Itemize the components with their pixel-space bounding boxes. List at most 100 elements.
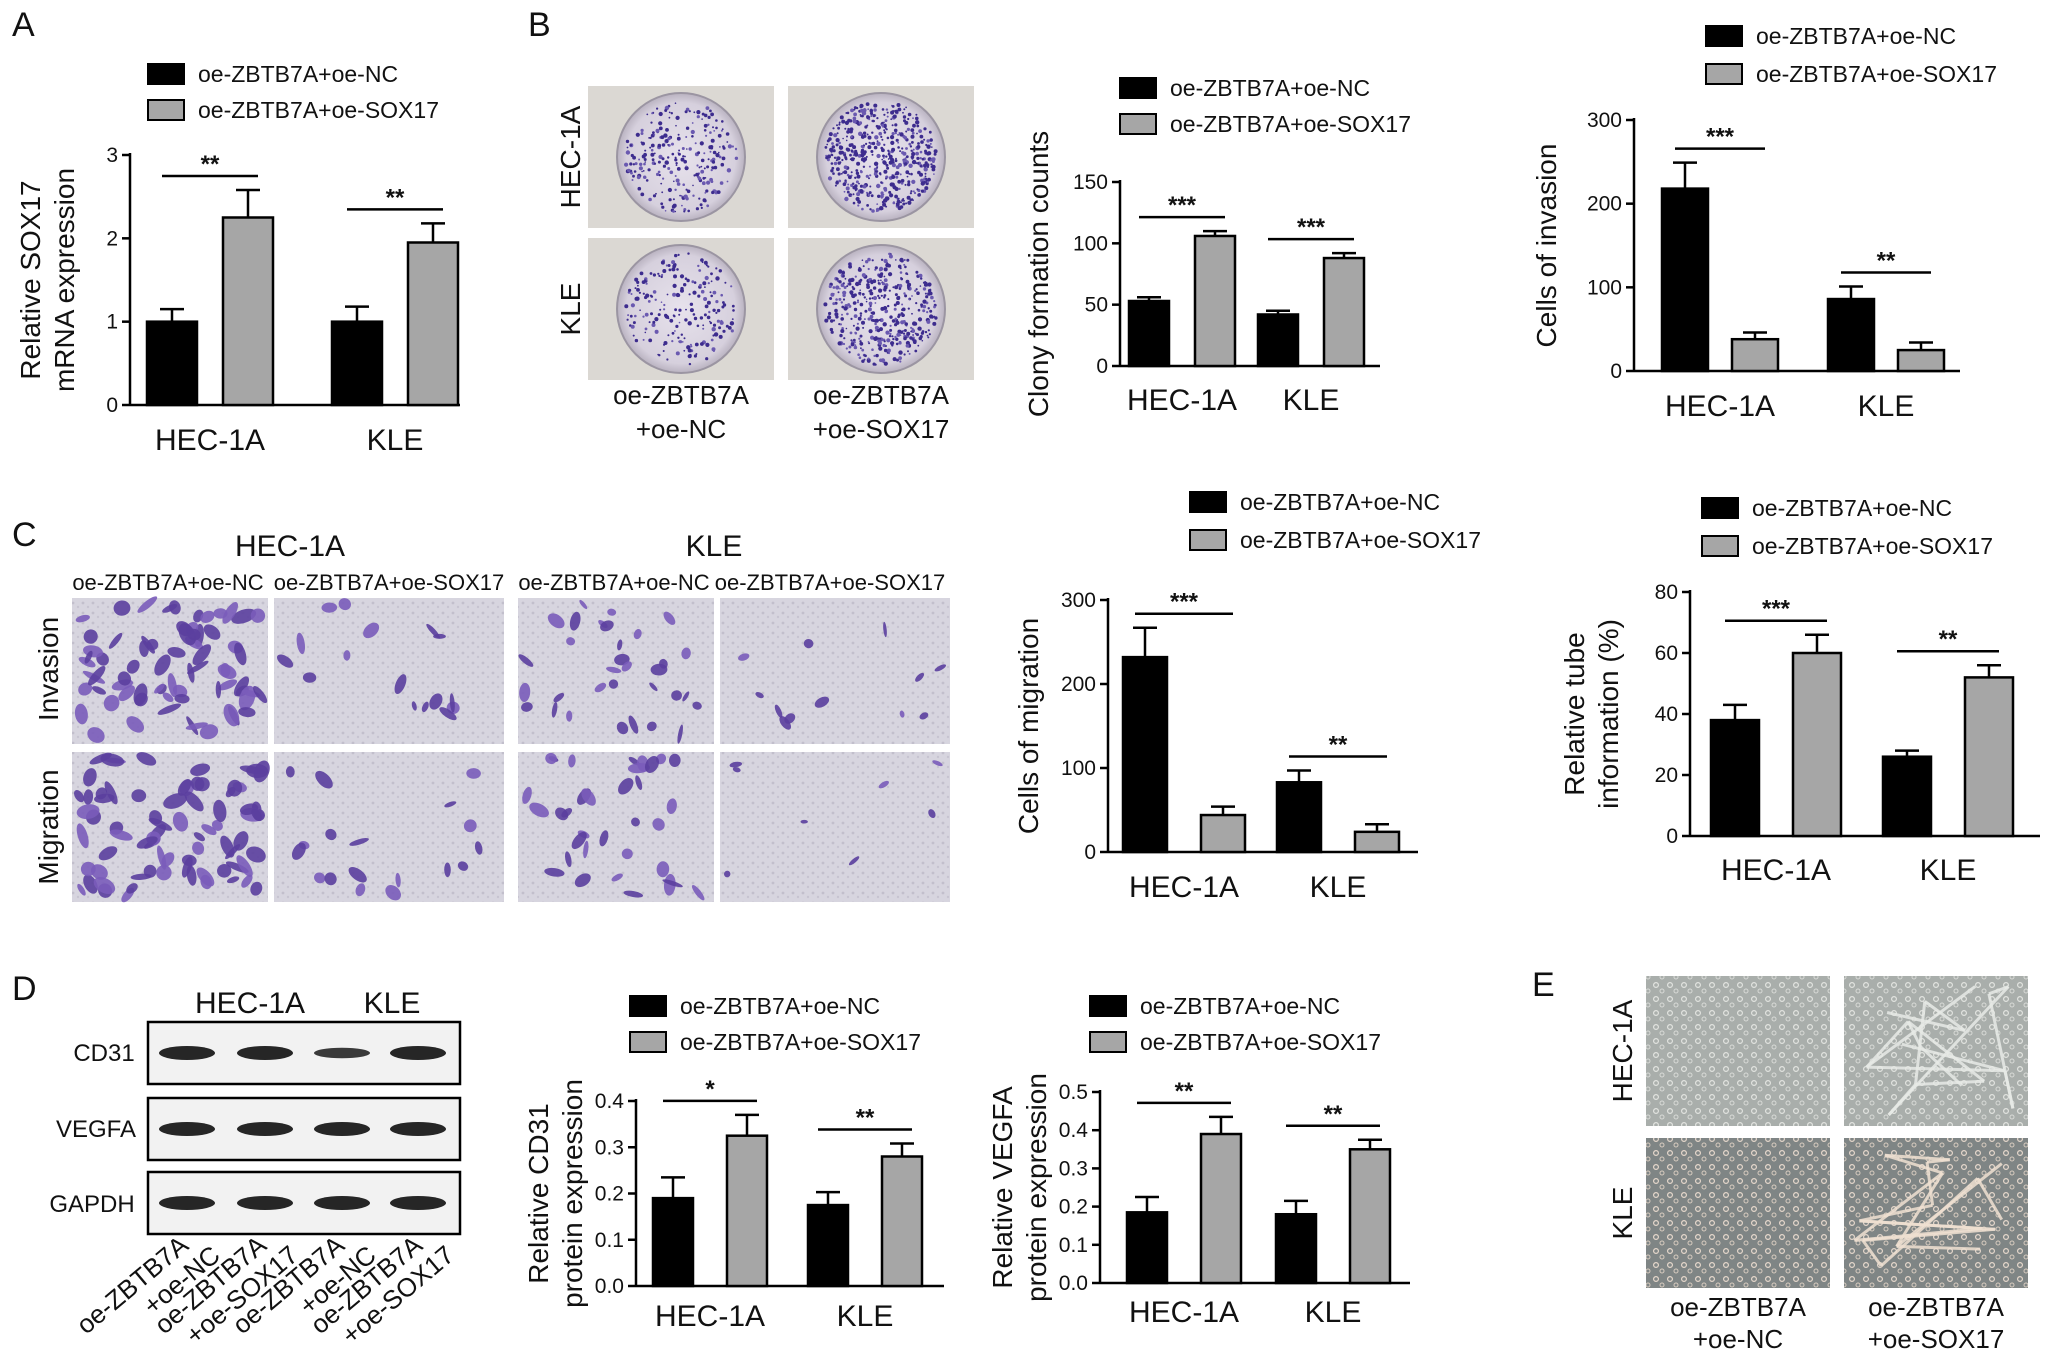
- tube-segment: [1895, 1172, 1944, 1248]
- colony-dot: [838, 280, 842, 284]
- colony-dot: [881, 108, 885, 111]
- colony-dot: [871, 259, 874, 262]
- western-blot: [146, 1020, 462, 1236]
- stained-cell: [161, 852, 175, 867]
- colony-dot: [692, 194, 695, 197]
- transwell-header-kle: KLE: [686, 530, 743, 563]
- colony-dot: [919, 285, 922, 287]
- colony-dot: [703, 313, 707, 317]
- colony-dot: [664, 141, 667, 144]
- stained-cell: [429, 693, 443, 710]
- colony-dot: [857, 267, 862, 272]
- colony-dot: [663, 341, 668, 345]
- colony-dot: [830, 153, 834, 157]
- colony-dot: [648, 137, 650, 139]
- colony-dot: [644, 331, 647, 334]
- bar-sox17-hec-1a: [1791, 651, 1843, 838]
- colony-dot: [876, 140, 879, 143]
- stained-cell: [934, 664, 947, 672]
- colony-dot: [868, 297, 872, 300]
- stained-cell: [163, 793, 187, 809]
- colony-dot: [869, 291, 874, 296]
- colony-dot: [903, 259, 906, 261]
- colony-dot: [878, 337, 882, 340]
- colony-dot: [834, 308, 838, 313]
- colony-dot: [894, 159, 898, 163]
- colony-dot: [869, 208, 872, 211]
- colony-dot: [706, 165, 710, 169]
- legend-label: oe-ZBTB7A+oe-SOX17: [680, 1029, 921, 1055]
- colony-dot: [885, 205, 888, 208]
- colony-dot: [697, 294, 701, 298]
- colony-dot: [836, 132, 839, 135]
- colony-dot: [684, 155, 686, 158]
- colony-dot: [868, 177, 870, 180]
- colony-dot: [900, 181, 904, 185]
- colony-dot: [868, 329, 873, 334]
- colony-dot: [852, 117, 856, 121]
- stained-cell: [463, 819, 477, 833]
- colony-dot: [712, 150, 717, 155]
- colony-dot: [712, 290, 717, 295]
- colony-dot: [852, 324, 855, 327]
- colony-dot: [897, 313, 901, 317]
- colony-dot: [916, 124, 920, 128]
- colony-dot: [657, 353, 660, 356]
- y-tick-label: 0: [1610, 360, 1622, 383]
- colony-dot: [667, 162, 669, 165]
- tube-segment: [1895, 1162, 2003, 1248]
- colony-dot: [929, 309, 933, 313]
- colony-dot: [896, 202, 900, 207]
- stained-cell: [77, 883, 86, 896]
- colony-dot: [836, 156, 841, 161]
- colony-dot: [695, 172, 699, 177]
- colony-dot: [865, 155, 868, 158]
- transwell-cells: [73, 752, 270, 903]
- colony-dot: [862, 165, 866, 168]
- colony-dots: [824, 102, 938, 213]
- colony-dot: [873, 172, 878, 176]
- colony-dot: [922, 299, 927, 304]
- colony-dot: [888, 252, 891, 256]
- colony-dot: [859, 341, 864, 346]
- transwell-sub: oe-ZBTB7A+oe-NC: [518, 570, 709, 595]
- colony-dot: [910, 172, 913, 176]
- stained-cell: [139, 640, 149, 657]
- colony-dot: [842, 342, 846, 346]
- colony-dot: [720, 162, 725, 167]
- colony-dot: [907, 112, 912, 117]
- stained-cell: [167, 647, 186, 658]
- colony-dot: [891, 132, 895, 136]
- colony-dot: [662, 177, 665, 180]
- stained-cell: [93, 876, 116, 895]
- colony-dot: [842, 271, 845, 274]
- colony-dot: [854, 176, 857, 179]
- significance-label: *: [705, 1076, 715, 1103]
- y-tick-label: 0.5: [1059, 1081, 1088, 1104]
- y-axis-label: Cells of migration: [1013, 618, 1044, 834]
- colony-dot: [858, 121, 863, 125]
- colony-dot: [881, 123, 885, 127]
- colony-dot: [634, 296, 639, 301]
- stained-cell: [355, 883, 366, 897]
- colony-dot: [835, 138, 840, 143]
- colony-dot: [877, 194, 881, 198]
- colony-dot: [690, 345, 693, 348]
- colony-dot: [846, 285, 849, 288]
- blot-band: [237, 1122, 293, 1136]
- colony-dot: [685, 126, 690, 130]
- colony-dot: [901, 313, 905, 318]
- colony-dot: [692, 290, 697, 295]
- colony-dot: [698, 166, 701, 169]
- colony-dot: [655, 192, 657, 195]
- x-tick-label: KLE: [837, 1300, 894, 1333]
- colony-dot: [716, 308, 721, 313]
- bar-nc-kle: [1275, 781, 1323, 854]
- colony-dot: [707, 265, 710, 268]
- stained-cell: [677, 724, 683, 744]
- colony-dot: [923, 138, 926, 141]
- legend-label: oe-ZBTB7A+oe-NC: [1752, 495, 1952, 521]
- x-tick-label: HEC-1A: [1129, 1296, 1239, 1329]
- stained-cell: [231, 608, 257, 624]
- colony-dot: [888, 160, 893, 165]
